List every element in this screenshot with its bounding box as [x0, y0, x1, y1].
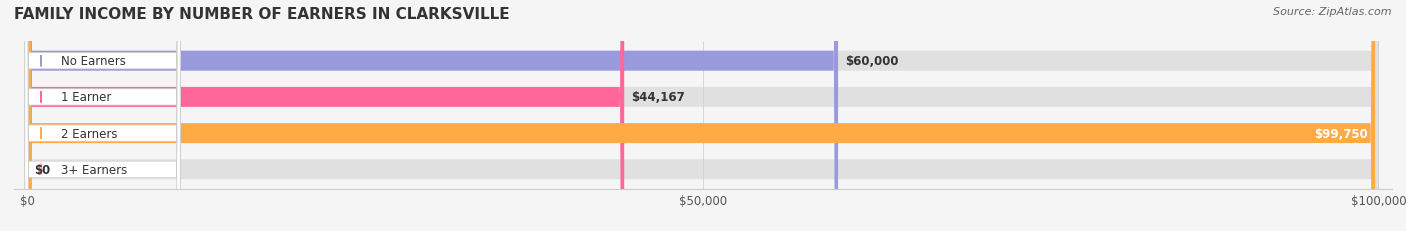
Text: $99,750: $99,750	[1315, 127, 1368, 140]
Text: $44,167: $44,167	[631, 91, 685, 104]
FancyBboxPatch shape	[25, 0, 180, 231]
FancyBboxPatch shape	[28, 0, 838, 231]
Text: 1 Earner: 1 Earner	[62, 91, 111, 104]
Text: FAMILY INCOME BY NUMBER OF EARNERS IN CLARKSVILLE: FAMILY INCOME BY NUMBER OF EARNERS IN CL…	[14, 7, 510, 22]
FancyBboxPatch shape	[25, 0, 180, 231]
FancyBboxPatch shape	[25, 0, 180, 231]
FancyBboxPatch shape	[28, 0, 1375, 231]
Text: 2 Earners: 2 Earners	[62, 127, 118, 140]
Text: $60,000: $60,000	[845, 55, 898, 68]
FancyBboxPatch shape	[28, 0, 624, 231]
Text: Source: ZipAtlas.com: Source: ZipAtlas.com	[1274, 7, 1392, 17]
Text: No Earners: No Earners	[62, 55, 127, 68]
FancyBboxPatch shape	[28, 0, 1378, 231]
FancyBboxPatch shape	[28, 0, 1378, 231]
Text: 3+ Earners: 3+ Earners	[62, 163, 128, 176]
FancyBboxPatch shape	[28, 0, 1378, 231]
FancyBboxPatch shape	[25, 0, 180, 231]
Text: $0: $0	[34, 163, 51, 176]
FancyBboxPatch shape	[28, 0, 1378, 231]
